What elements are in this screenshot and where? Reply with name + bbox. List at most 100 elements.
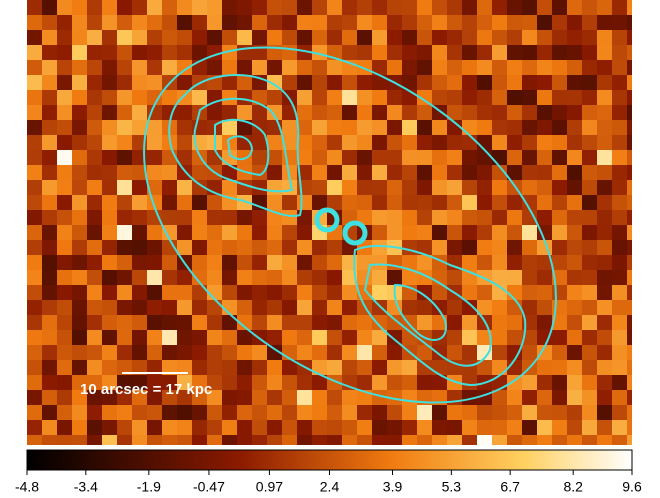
pixel — [87, 315, 102, 330]
pixel — [72, 375, 87, 390]
pixel — [492, 135, 507, 150]
pixel — [432, 15, 447, 30]
pixel — [327, 30, 342, 45]
pixel — [237, 375, 252, 390]
pixel — [597, 90, 612, 105]
pixel — [552, 285, 567, 300]
pixel — [282, 210, 297, 225]
pixel — [162, 240, 177, 255]
pixel — [87, 45, 102, 60]
pixel — [402, 180, 417, 195]
pixel — [72, 180, 87, 195]
pixel — [57, 75, 72, 90]
pixel — [117, 345, 132, 360]
pixel — [462, 315, 477, 330]
pixel — [207, 225, 222, 240]
pixel — [222, 435, 237, 445]
pixel — [582, 105, 597, 120]
pixel — [552, 240, 567, 255]
pixel — [297, 15, 312, 30]
pixel — [42, 330, 57, 345]
pixel — [207, 255, 222, 270]
pixel — [462, 435, 477, 445]
pixel — [57, 435, 72, 445]
pixel — [402, 240, 417, 255]
pixel — [597, 165, 612, 180]
pixel — [417, 360, 432, 375]
pixel — [327, 150, 342, 165]
pixel — [87, 270, 102, 285]
pixel — [537, 375, 552, 390]
pixel — [372, 180, 387, 195]
pixel — [102, 435, 117, 445]
pixel — [507, 195, 522, 210]
pixel — [327, 420, 342, 435]
pixel — [117, 120, 132, 135]
pixel — [237, 435, 252, 445]
pixel — [207, 210, 222, 225]
pixel — [147, 315, 162, 330]
pixel — [462, 255, 477, 270]
pixel — [342, 90, 357, 105]
pixel — [267, 60, 282, 75]
pixel — [567, 390, 582, 405]
pixel — [342, 0, 357, 15]
pixel — [87, 420, 102, 435]
pixel — [267, 360, 282, 375]
pixel — [57, 375, 72, 390]
pixel — [357, 405, 372, 420]
pixel — [72, 165, 87, 180]
pixel — [447, 225, 462, 240]
pixel — [327, 90, 342, 105]
pixel — [297, 315, 312, 330]
pixel — [582, 195, 597, 210]
pixel — [237, 90, 252, 105]
pixel — [147, 135, 162, 150]
pixel — [462, 165, 477, 180]
pixel — [357, 135, 372, 150]
pixel — [267, 30, 282, 45]
pixel — [252, 270, 267, 285]
pixel — [27, 375, 42, 390]
pixel — [207, 315, 222, 330]
pixel — [27, 60, 42, 75]
pixel — [537, 165, 552, 180]
pixel — [132, 390, 147, 405]
pixel — [372, 270, 387, 285]
pixel — [162, 165, 177, 180]
pixel — [462, 330, 477, 345]
pixel — [597, 75, 612, 90]
pixel — [297, 60, 312, 75]
pixel — [132, 120, 147, 135]
pixel — [57, 60, 72, 75]
colorbar-tick-label: 6.7 — [500, 479, 520, 495]
pixel — [312, 180, 327, 195]
pixel — [582, 435, 597, 445]
pixel — [147, 255, 162, 270]
pixel — [537, 45, 552, 60]
pixel — [222, 120, 237, 135]
pixel — [522, 165, 537, 180]
pixel — [387, 135, 402, 150]
pixel — [267, 405, 282, 420]
pixel — [402, 120, 417, 135]
pixel — [627, 360, 632, 375]
pixel — [447, 0, 462, 15]
pixel — [582, 360, 597, 375]
pixel — [537, 135, 552, 150]
pixel — [417, 135, 432, 150]
pixel — [537, 315, 552, 330]
pixel — [72, 210, 87, 225]
pixel — [507, 255, 522, 270]
pixel — [312, 270, 327, 285]
pixel — [72, 120, 87, 135]
pixel — [177, 30, 192, 45]
pixel — [312, 315, 327, 330]
pixel — [342, 270, 357, 285]
pixel — [627, 345, 632, 360]
pixel — [72, 105, 87, 120]
pixel — [507, 435, 522, 445]
pixel — [612, 210, 627, 225]
pixel — [132, 240, 147, 255]
